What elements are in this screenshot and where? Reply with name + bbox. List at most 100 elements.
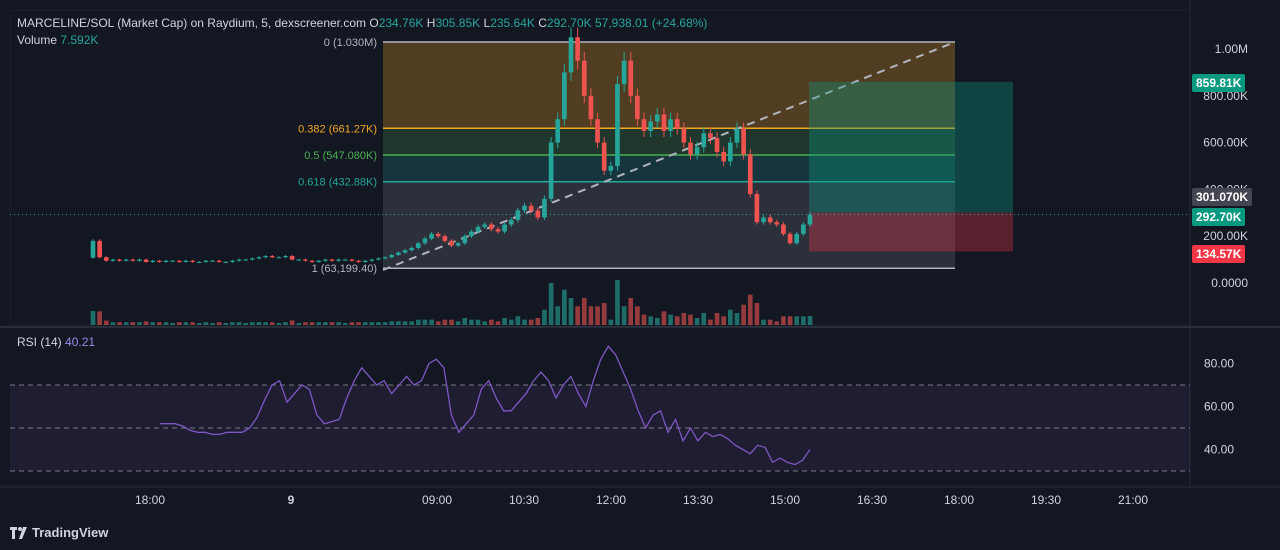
tradingview-icon (10, 526, 28, 539)
candle-body (608, 166, 614, 171)
candle-body (183, 260, 189, 262)
volume-bar (621, 306, 627, 325)
candle-body (203, 260, 209, 262)
volume-bar (396, 321, 401, 325)
candle-body (615, 84, 620, 166)
volume-bar (150, 322, 156, 325)
candle-body (110, 259, 116, 261)
candle-body (143, 259, 149, 262)
candle-body (269, 256, 275, 258)
volume-bar (568, 298, 574, 325)
candle-body (283, 256, 288, 258)
volume-bar (316, 322, 322, 325)
high-value: 305.85K (435, 16, 481, 30)
high-label: H (426, 16, 436, 30)
open-value: 234.76K (378, 16, 424, 30)
volume-bar (575, 306, 580, 325)
volume-bar (767, 319, 773, 325)
candle-body (668, 119, 673, 131)
volume-bar (269, 322, 275, 325)
candle-body (548, 142, 554, 199)
volume-bar (336, 322, 341, 325)
volume-bar (117, 322, 122, 325)
rsi-tick: 40.00 (1204, 443, 1234, 457)
rsi-tick: 60.00 (1204, 400, 1234, 414)
volume-bar (349, 322, 355, 325)
candle-body (296, 259, 302, 261)
fib-zone-382-5 (383, 128, 955, 155)
open-label: O (369, 16, 379, 30)
candle-body (442, 236, 448, 241)
candle-body (342, 259, 348, 261)
fib-label-1: 1 (63,199.40) (312, 263, 377, 275)
candle-body (621, 60, 627, 85)
candle-body (595, 119, 600, 143)
low-value: 235.64K (490, 16, 535, 30)
volume-bar (508, 319, 514, 325)
time-tick: 10:30 (509, 493, 539, 507)
volume-bar (296, 323, 302, 325)
candle-body (761, 217, 766, 223)
time-tick: 13:30 (683, 493, 713, 507)
volume-bar (230, 322, 235, 325)
volume-bar (794, 316, 800, 325)
volume-bar (721, 316, 727, 325)
volume-bar (548, 283, 554, 325)
candle-body (475, 226, 481, 232)
candle-body (462, 236, 468, 244)
volume-bar (123, 322, 129, 325)
candle-body (309, 260, 315, 262)
candle-body (176, 260, 182, 262)
volume-bar (588, 306, 594, 325)
candle-body (190, 260, 195, 262)
tradingview-logo[interactable]: TradingView (10, 525, 108, 540)
volume-bar (761, 319, 766, 325)
rsi-legend: RSI (14) 40.21 (17, 335, 95, 349)
volume-bar (555, 306, 561, 325)
candle-body (402, 250, 408, 253)
candle-body (542, 198, 547, 218)
volume-bar (728, 309, 733, 325)
current-price-box: 292.70K (1192, 208, 1246, 226)
volume-bar (694, 318, 700, 325)
volume-bar (376, 322, 381, 325)
volume-bar (103, 320, 109, 325)
candle-body (97, 240, 102, 258)
chart-title: MARCELINE/SOL (Market Cap) on Raydium, 5… (17, 16, 707, 30)
candle-body (243, 259, 249, 261)
volume-bar (283, 322, 288, 325)
candle-body (741, 128, 746, 155)
fib-label-0.382: 0.382 (661.27K) (298, 123, 377, 135)
volume-bar (243, 323, 249, 325)
candle-body (495, 229, 501, 232)
volume-bar (236, 322, 242, 325)
time-tick: 18:00 (135, 493, 165, 507)
volume-label: Volume (17, 33, 58, 47)
volume-bar (562, 289, 567, 325)
fib-label-0.5: 0.5 (547.080K) (304, 150, 377, 162)
volume-bar (97, 311, 102, 325)
volume-bar (595, 306, 600, 325)
candle-body (323, 259, 328, 261)
candle-body (376, 258, 381, 260)
candle-body (754, 194, 760, 223)
volume-bar (542, 309, 547, 325)
stop-price-box: 134.57K (1192, 245, 1246, 263)
symbol-title: MARCELINE/SOL (Market Cap) on Raydium, 5… (17, 16, 367, 30)
volume-bar (449, 319, 454, 325)
candle-body (409, 247, 414, 251)
volume-bar (422, 319, 428, 325)
volume-bar (601, 303, 607, 325)
rsi-line (160, 345, 811, 466)
candle-body (389, 254, 395, 258)
volume-bar (409, 321, 414, 325)
candle-body (90, 240, 96, 258)
candle-body (117, 259, 122, 261)
candle-body (415, 243, 421, 248)
candle-body (455, 243, 461, 246)
volume-bar (183, 322, 189, 325)
volume-bar (455, 321, 461, 325)
entry-price-box: 301.070K (1192, 188, 1253, 206)
volume-bar (289, 320, 295, 325)
